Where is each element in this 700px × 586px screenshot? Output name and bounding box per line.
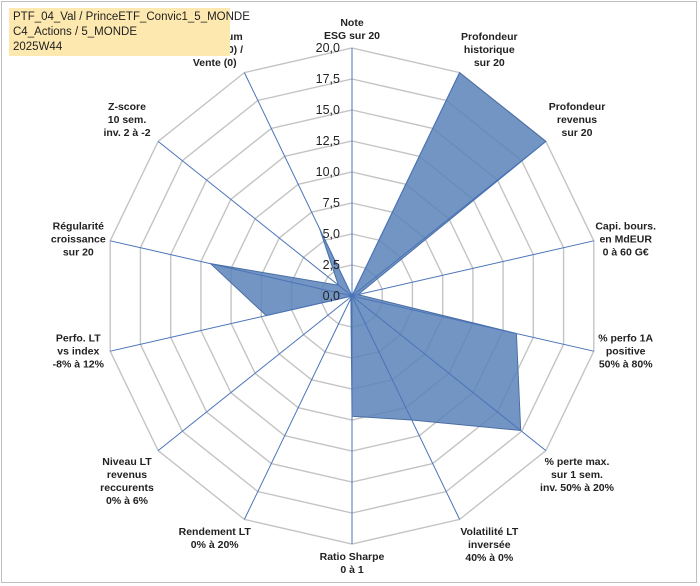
title-line-3: 2025W44 (13, 41, 63, 53)
axis-line-2 (351, 141, 547, 297)
tick-label-2: 5,0 (323, 227, 340, 241)
axis-line-8 (243, 295, 353, 520)
category-label-0: Note ESG sur 20 (324, 17, 380, 42)
category-label-11: Régularité croissance sur 20 (51, 220, 106, 258)
title-line-1: PTF_04_Val / PrinceETF_Convic1_5_MONDE (13, 11, 250, 23)
tick-label-0: 0,0 (323, 289, 340, 303)
category-label-9: Niveau LT revenus reccurents 0% à 6% (100, 456, 154, 507)
axis-line-1 (351, 72, 461, 297)
category-label-8: Rendement LT 0% à 20% (179, 526, 252, 551)
axis-line-4 (351, 295, 594, 352)
category-label-1: Profondeur historique sur 20 (461, 31, 518, 69)
axis-line-6 (351, 295, 461, 520)
tick-label-7: 17,5 (316, 72, 340, 86)
data-series-area-0 (209, 71, 547, 432)
axis-line-9 (157, 295, 353, 451)
tick-label-5: 12,5 (316, 134, 340, 148)
axis-line-13 (243, 72, 353, 297)
category-label-12: Z-score 10 sem. inv. 2 à -2 (103, 101, 150, 139)
axis-line-12 (157, 141, 353, 297)
category-label-3: Capi. bours. en MdEUR 0 à 60 G€ (595, 220, 656, 258)
tick-label-6: 15,0 (316, 103, 340, 117)
category-label-6: Volatilité LT inversée 40% à 0% (460, 526, 519, 564)
category-label-10: Perfo. LT vs index -8% à 12% (53, 333, 105, 371)
category-label-2: Profondeur revenus sur 20 (549, 101, 606, 139)
axis-line-5 (351, 295, 547, 451)
tick-label-3: 7,5 (323, 196, 340, 210)
tick-label-4: 10,0 (316, 165, 340, 179)
category-label-7: Ratio Sharpe 0 à 1 (320, 551, 385, 576)
category-label-4: % perfo 1A positive 50% à 80% (598, 333, 653, 371)
title-line-2: C4_Actions / 5_MONDE (13, 26, 137, 38)
category-label-5: % perte max. sur 1 sem. inv. 50% à 20% (540, 456, 615, 494)
chart-title: PTF_04_Val / PrinceETF_Convic1_5_MONDE C… (9, 8, 250, 56)
tick-label-1: 2,5 (323, 258, 340, 272)
tick-label-8: 20,0 (316, 41, 340, 55)
axis-line-3 (351, 240, 594, 297)
axis-line-11 (110, 240, 353, 297)
axis-line-10 (110, 295, 353, 352)
